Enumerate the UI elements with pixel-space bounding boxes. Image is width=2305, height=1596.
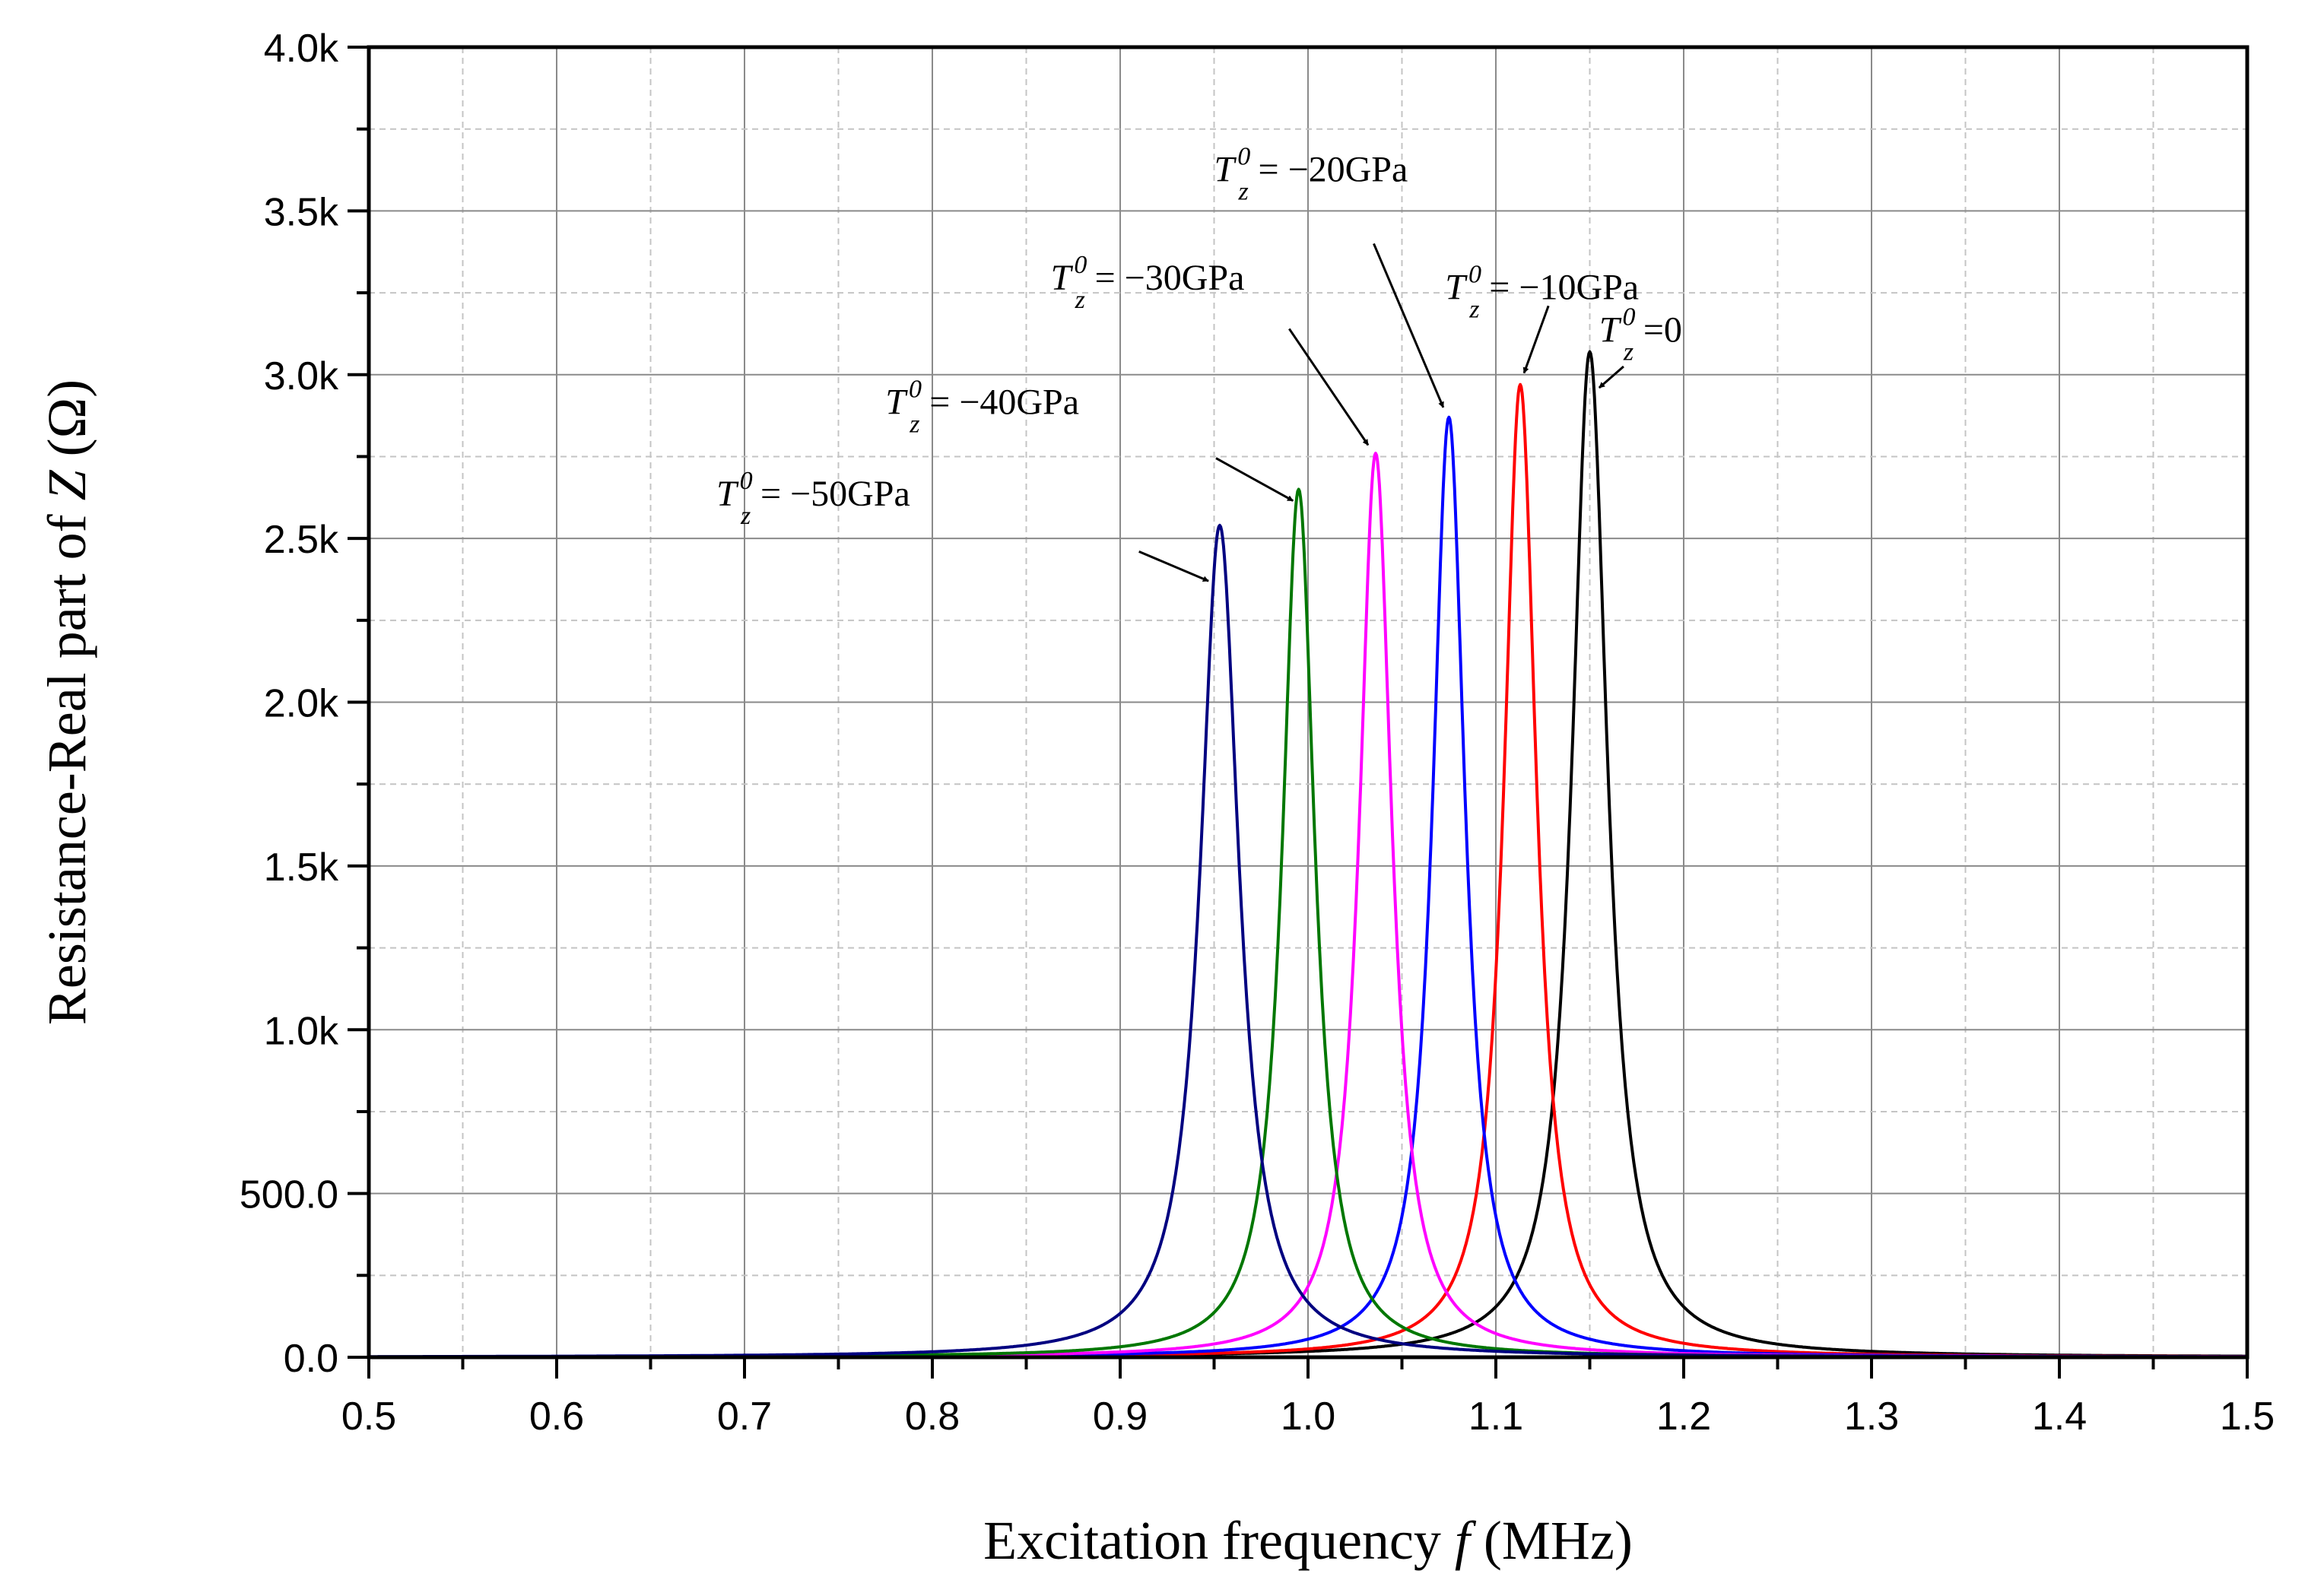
- y-tick-label: 1.0k: [264, 1009, 339, 1053]
- series-annotation: T 0 z= −20GPa: [1214, 143, 1408, 206]
- x-axis-title: Excitation frequency f (MHz): [983, 1510, 1633, 1571]
- annotation-arrow: [1138, 550, 1209, 582]
- annotations: T 0 z=0T 0 z= −10GPa T 0 z= −20GPa T 0 z= −30GPa T 0…: [716, 143, 1682, 582]
- series-annotation: T 0 z= −30GPa: [1051, 251, 1245, 314]
- x-tick-label: 1.0: [1281, 1395, 1335, 1439]
- y-tick-label: 4.0k: [264, 27, 339, 71]
- y-axis-title: Resistance-Real part of Z (Ω): [37, 379, 97, 1025]
- y-tick-label: 3.0k: [264, 354, 339, 398]
- annotation-arrow: [1215, 457, 1294, 502]
- x-tick-label: 1.2: [1656, 1395, 1711, 1439]
- series-annotation: T 0 z= −50GPa: [716, 467, 910, 530]
- series-annotation: T 0 z= −40GPa: [885, 375, 1079, 438]
- y-tick-label: 2.5k: [264, 518, 339, 562]
- series-annotation: T 0 z= −10GPa: [1445, 261, 1639, 324]
- x-tick-label: 0.7: [717, 1395, 772, 1439]
- annotation-arrow: [1522, 305, 1550, 374]
- x-tick-label: 0.9: [1093, 1395, 1148, 1439]
- x-tick-label: 0.6: [529, 1395, 584, 1439]
- y-tick-label: 0.0: [284, 1337, 338, 1381]
- y-tick-label: 500.0: [240, 1173, 338, 1217]
- x-tick-label: 1.5: [2220, 1395, 2275, 1439]
- series-annotation: T 0 z=0: [1599, 303, 1682, 366]
- x-tick-label: 1.3: [1844, 1395, 1899, 1439]
- annotation-arrow: [1373, 243, 1445, 408]
- axis-ticks: 0.5 0.6 0.7 0.8 0.9 1.0 1.1 1.2 1.3 1.4 1.5 0.0 500.…: [240, 27, 2275, 1439]
- x-tick-label: 1.4: [2032, 1395, 2087, 1439]
- y-tick-label: 3.5k: [264, 190, 339, 234]
- y-tick-label: 2.0k: [264, 682, 339, 726]
- x-tick-label: 0.5: [341, 1395, 396, 1439]
- x-tick-label: 1.1: [1468, 1395, 1523, 1439]
- annotation-arrow: [1288, 328, 1370, 446]
- annotation-arrow: [1598, 365, 1624, 389]
- x-tick-label: 0.8: [905, 1395, 960, 1439]
- y-tick-label: 1.5k: [264, 846, 339, 890]
